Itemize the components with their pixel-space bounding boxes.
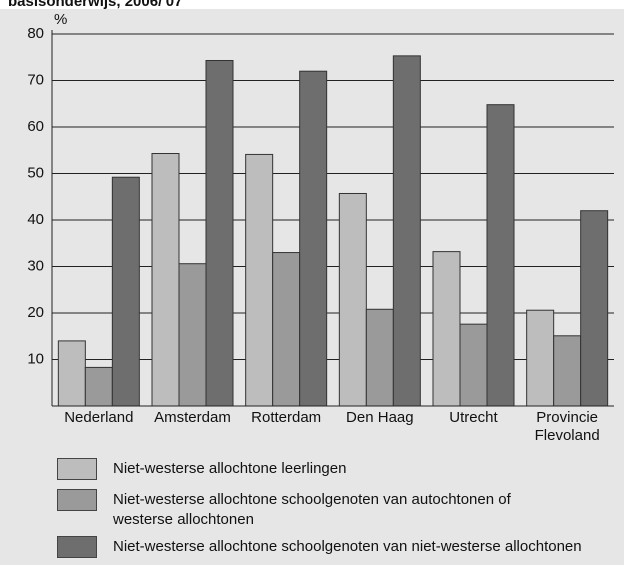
bar [338,192,367,407]
bar [526,309,555,407]
bar [553,335,582,407]
x-tick-label: Provincie Flevoland [534,409,600,444]
legend-swatch [57,536,97,558]
x-tick-label: Amsterdam [154,409,231,426]
top-strip [0,0,624,9]
bar [111,176,140,407]
bar [580,210,609,407]
bar [432,251,461,407]
bar [178,263,207,407]
bar [57,340,86,407]
y-tick-label: 60 [27,118,44,135]
legend-label: Niet-westerse allochtone leerlingen [113,460,347,477]
x-tick-label: Utrecht [449,409,498,426]
y-tick-label: 40 [27,211,44,228]
legend-label: Niet-westerse allochtone schoolgenoten v… [113,491,511,528]
bar [299,70,328,407]
y-tick-label: 70 [27,71,44,88]
x-tick-label: Rotterdam [251,409,322,426]
legend-swatch [57,458,97,480]
chart-title: basisonderwijs, 2006/'07 [8,0,183,10]
y-tick-label: 50 [27,164,44,181]
bar [365,308,394,407]
bar [459,323,488,407]
bar [486,104,515,407]
legend-swatch [57,489,97,511]
bar [245,153,274,407]
bar [205,60,234,407]
bar [84,366,113,407]
y-tick-label: 10 [27,350,44,367]
bar [272,252,301,407]
x-tick-label: Den Haag [346,409,414,426]
bar [392,55,421,407]
legend-label: Niet-westerse allochtone schoolgenoten v… [113,538,582,555]
y-tick-label: 80 [27,25,44,42]
bar [151,153,180,407]
y-tick-label: 20 [27,304,44,321]
x-tick-label: Nederland [64,409,134,426]
y-axis-label: % [54,11,67,28]
y-tick-label: 30 [27,257,44,274]
